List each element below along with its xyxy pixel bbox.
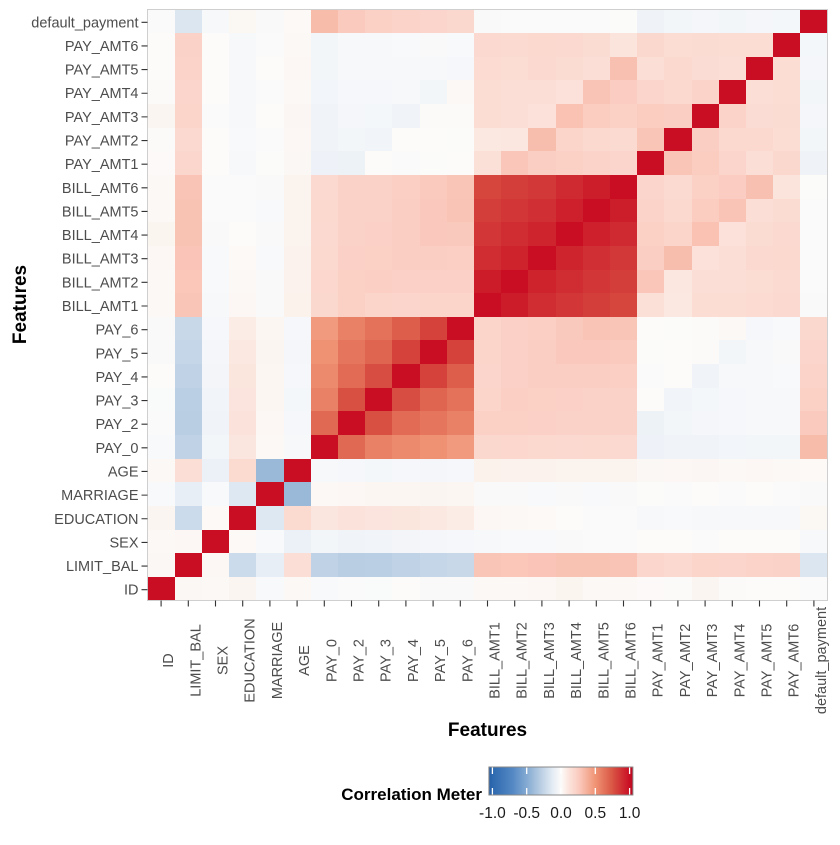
svg-text:BILL_AMT1: BILL_AMT1 — [488, 622, 504, 699]
svg-text:0.5: 0.5 — [585, 805, 607, 822]
svg-text:PAY_2: PAY_2 — [96, 417, 139, 433]
svg-text:PAY_AMT3: PAY_AMT3 — [65, 110, 139, 126]
svg-text:AGE: AGE — [108, 464, 139, 480]
svg-text:Correlation Meter: Correlation Meter — [341, 785, 482, 804]
svg-text:-1.0: -1.0 — [479, 805, 506, 822]
svg-text:BILL_AMT5: BILL_AMT5 — [596, 622, 612, 699]
svg-text:Features: Features — [448, 720, 527, 741]
svg-text:SEX: SEX — [109, 535, 138, 551]
svg-text:PAY_AMT5: PAY_AMT5 — [65, 63, 139, 79]
svg-text:PAY_6: PAY_6 — [460, 639, 476, 682]
svg-text:PAY_AMT2: PAY_AMT2 — [678, 624, 694, 698]
svg-text:PAY_0: PAY_0 — [324, 639, 340, 682]
svg-text:BILL_AMT2: BILL_AMT2 — [62, 275, 139, 291]
svg-text:default_payment: default_payment — [31, 15, 138, 31]
svg-text:PAY_AMT4: PAY_AMT4 — [732, 624, 748, 698]
svg-text:PAY_2: PAY_2 — [352, 639, 368, 682]
svg-text:BILL_AMT6: BILL_AMT6 — [62, 181, 139, 197]
svg-text:0.0: 0.0 — [550, 805, 572, 822]
svg-text:PAY_6: PAY_6 — [96, 323, 139, 339]
svg-text:SEX: SEX — [216, 646, 232, 675]
svg-text:MARRIAGE: MARRIAGE — [61, 488, 139, 504]
svg-text:-0.5: -0.5 — [513, 805, 540, 822]
svg-text:PAY_AMT6: PAY_AMT6 — [65, 39, 139, 55]
svg-text:PAY_5: PAY_5 — [433, 639, 449, 682]
svg-text:PAY_5: PAY_5 — [96, 346, 139, 362]
svg-text:PAY_4: PAY_4 — [406, 639, 422, 682]
svg-text:PAY_AMT1: PAY_AMT1 — [65, 157, 139, 173]
svg-text:AGE: AGE — [297, 645, 313, 676]
svg-text:BILL_AMT3: BILL_AMT3 — [542, 622, 558, 699]
svg-text:PAY_3: PAY_3 — [379, 639, 395, 682]
svg-text:BILL_AMT2: BILL_AMT2 — [515, 622, 531, 699]
svg-text:PAY_AMT2: PAY_AMT2 — [65, 134, 139, 150]
svg-text:PAY_AMT3: PAY_AMT3 — [705, 624, 721, 698]
svg-text:LIMIT_BAL: LIMIT_BAL — [66, 559, 139, 575]
svg-text:PAY_AMT1: PAY_AMT1 — [651, 624, 667, 698]
svg-text:PAY_4: PAY_4 — [96, 370, 139, 386]
svg-text:default_payment: default_payment — [814, 607, 830, 714]
svg-text:PAY_3: PAY_3 — [96, 394, 139, 410]
svg-text:BILL_AMT3: BILL_AMT3 — [62, 252, 139, 268]
svg-text:BILL_AMT4: BILL_AMT4 — [62, 228, 139, 244]
svg-text:MARRIAGE: MARRIAGE — [270, 622, 286, 700]
svg-text:LIMIT_BAL: LIMIT_BAL — [188, 624, 204, 697]
svg-text:BILL_AMT5: BILL_AMT5 — [62, 204, 139, 220]
svg-text:EDUCATION: EDUCATION — [243, 618, 259, 702]
svg-text:EDUCATION: EDUCATION — [54, 512, 138, 528]
svg-text:PAY_AMT4: PAY_AMT4 — [65, 86, 139, 102]
svg-text:BILL_AMT4: BILL_AMT4 — [569, 622, 585, 699]
svg-text:PAY_AMT6: PAY_AMT6 — [787, 624, 803, 698]
svg-text:Features: Features — [10, 265, 31, 344]
svg-text:ID: ID — [161, 653, 177, 668]
svg-text:BILL_AMT6: BILL_AMT6 — [624, 622, 640, 699]
svg-text:BILL_AMT1: BILL_AMT1 — [62, 299, 139, 315]
svg-text:ID: ID — [124, 583, 139, 599]
svg-text:1.0: 1.0 — [619, 805, 641, 822]
svg-text:PAY_AMT5: PAY_AMT5 — [760, 624, 776, 698]
svg-text:PAY_0: PAY_0 — [96, 441, 139, 457]
